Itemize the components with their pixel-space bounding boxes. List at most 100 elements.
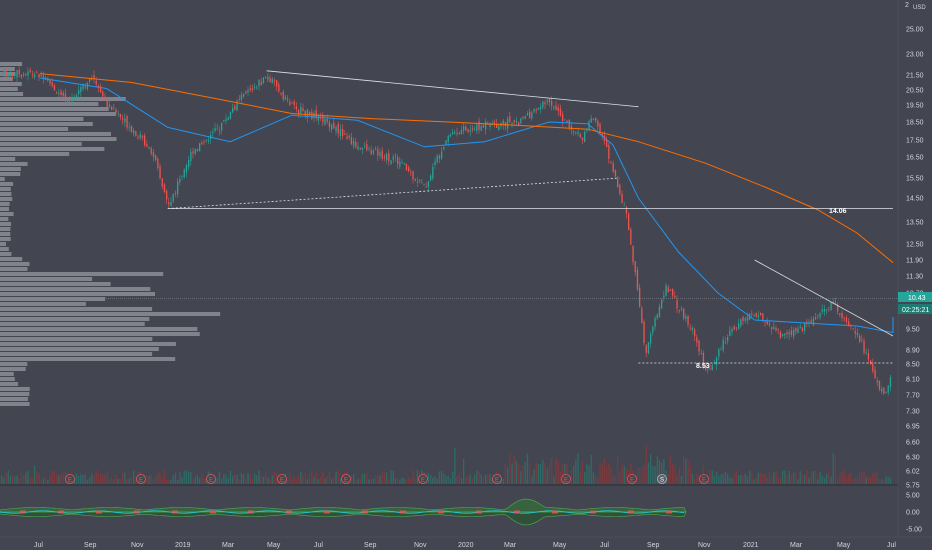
- candle[interactable]: [575, 131, 577, 136]
- candle[interactable]: [639, 283, 641, 308]
- candle[interactable]: [724, 337, 727, 344]
- candle[interactable]: [722, 336, 724, 353]
- candle[interactable]: [709, 363, 711, 371]
- candle[interactable]: [128, 122, 130, 132]
- candle[interactable]: [630, 227, 632, 246]
- earnings-marker[interactable]: E: [341, 474, 351, 484]
- candle[interactable]: [366, 139, 368, 152]
- candle[interactable]: [34, 71, 36, 80]
- candle[interactable]: [441, 146, 443, 161]
- candle[interactable]: [262, 77, 265, 85]
- candle[interactable]: [559, 104, 562, 117]
- rising-dashed-trendline[interactable]: [167, 177, 620, 209]
- candle[interactable]: [881, 386, 883, 394]
- candle[interactable]: [20, 74, 23, 79]
- candle[interactable]: [458, 131, 460, 135]
- candle[interactable]: [119, 113, 122, 121]
- candle[interactable]: [372, 148, 375, 156]
- candle[interactable]: [771, 326, 773, 335]
- candle[interactable]: [298, 108, 300, 118]
- candle[interactable]: [716, 356, 718, 370]
- candle[interactable]: [658, 303, 661, 318]
- candle[interactable]: [742, 315, 744, 325]
- candle[interactable]: [779, 330, 782, 339]
- candle[interactable]: [240, 91, 243, 105]
- candle[interactable]: [284, 94, 287, 101]
- earnings-marker[interactable]: E: [627, 474, 637, 484]
- candle[interactable]: [852, 328, 854, 330]
- candle[interactable]: [687, 314, 689, 328]
- candle[interactable]: [705, 362, 707, 372]
- candle[interactable]: [854, 326, 856, 339]
- candle[interactable]: [104, 93, 106, 100]
- candle[interactable]: [80, 85, 82, 97]
- candle[interactable]: [740, 318, 742, 329]
- candle[interactable]: [606, 136, 608, 148]
- candle[interactable]: [383, 154, 386, 162]
- candle[interactable]: [108, 100, 111, 109]
- candle[interactable]: [243, 93, 245, 99]
- candle[interactable]: [581, 137, 584, 145]
- earnings-marker[interactable]: E: [136, 474, 146, 484]
- candle[interactable]: [133, 127, 135, 137]
- candle[interactable]: [887, 384, 889, 396]
- candle[interactable]: [452, 128, 454, 135]
- candle[interactable]: [469, 124, 471, 137]
- candle[interactable]: [342, 124, 344, 140]
- candle[interactable]: [218, 126, 221, 136]
- candle[interactable]: [381, 147, 383, 161]
- candle[interactable]: [69, 96, 71, 105]
- candle[interactable]: [29, 67, 31, 73]
- candle[interactable]: [353, 137, 355, 150]
- candle[interactable]: [720, 346, 722, 351]
- candle[interactable]: [733, 324, 735, 331]
- candle[interactable]: [410, 169, 412, 176]
- candle[interactable]: [71, 93, 73, 105]
- candle[interactable]: [309, 111, 311, 117]
- candle[interactable]: [234, 104, 236, 111]
- candle[interactable]: [667, 284, 669, 293]
- candle[interactable]: [254, 83, 256, 90]
- candle[interactable]: [872, 358, 874, 374]
- candle[interactable]: [232, 103, 234, 114]
- candle[interactable]: [73, 94, 75, 102]
- candle[interactable]: [735, 326, 738, 332]
- candle[interactable]: [744, 316, 746, 324]
- candle[interactable]: [375, 146, 377, 151]
- candle[interactable]: [533, 108, 535, 114]
- candle[interactable]: [355, 137, 357, 149]
- earnings-marker[interactable]: E: [561, 474, 571, 484]
- candle[interactable]: [546, 98, 548, 106]
- candle[interactable]: [786, 329, 788, 339]
- candle[interactable]: [427, 180, 430, 192]
- candle[interactable]: [117, 110, 119, 117]
- candle[interactable]: [130, 124, 133, 133]
- candle[interactable]: [830, 301, 832, 311]
- candle[interactable]: [656, 313, 658, 321]
- candle[interactable]: [31, 70, 34, 79]
- candle[interactable]: [863, 337, 865, 355]
- candle[interactable]: [401, 159, 403, 164]
- candle[interactable]: [168, 197, 170, 208]
- candle[interactable]: [573, 129, 575, 137]
- candle[interactable]: [628, 212, 630, 231]
- ma-long-line[interactable]: [39, 73, 894, 264]
- candle[interactable]: [793, 326, 795, 340]
- candle[interactable]: [449, 133, 452, 138]
- candle[interactable]: [773, 322, 775, 330]
- candle[interactable]: [64, 88, 67, 104]
- candle[interactable]: [282, 89, 284, 102]
- candle[interactable]: [172, 193, 174, 204]
- candle[interactable]: [337, 121, 339, 138]
- earnings-marker[interactable]: E: [699, 474, 709, 484]
- candle[interactable]: [236, 99, 238, 112]
- candle[interactable]: [480, 123, 482, 132]
- candle[interactable]: [529, 108, 531, 119]
- candle[interactable]: [293, 99, 295, 110]
- candle[interactable]: [423, 183, 425, 187]
- candle[interactable]: [84, 82, 86, 90]
- candle[interactable]: [245, 90, 247, 94]
- candle[interactable]: [482, 124, 485, 129]
- candle[interactable]: [425, 182, 427, 188]
- candle[interactable]: [295, 102, 298, 113]
